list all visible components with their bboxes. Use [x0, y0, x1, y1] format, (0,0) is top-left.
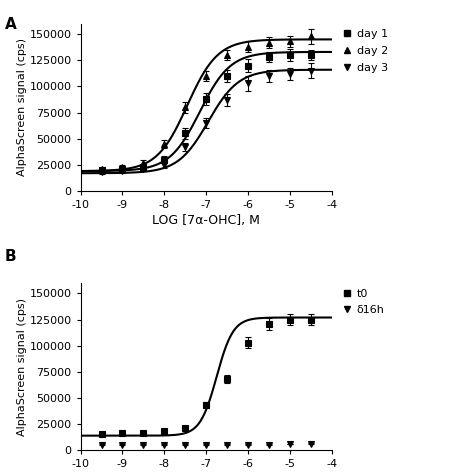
X-axis label: LOG [7α-OHC], M: LOG [7α-OHC], M [152, 214, 260, 227]
Y-axis label: AlphaScreen signal (cps): AlphaScreen signal (cps) [17, 38, 27, 176]
Legend: t0, δ16h: t0, δ16h [342, 289, 385, 315]
Y-axis label: AlphaScreen signal (cps): AlphaScreen signal (cps) [17, 298, 27, 436]
Text: B: B [5, 249, 17, 264]
Legend: day 1, day 2, day 3: day 1, day 2, day 3 [342, 29, 388, 73]
Text: A: A [5, 17, 17, 32]
